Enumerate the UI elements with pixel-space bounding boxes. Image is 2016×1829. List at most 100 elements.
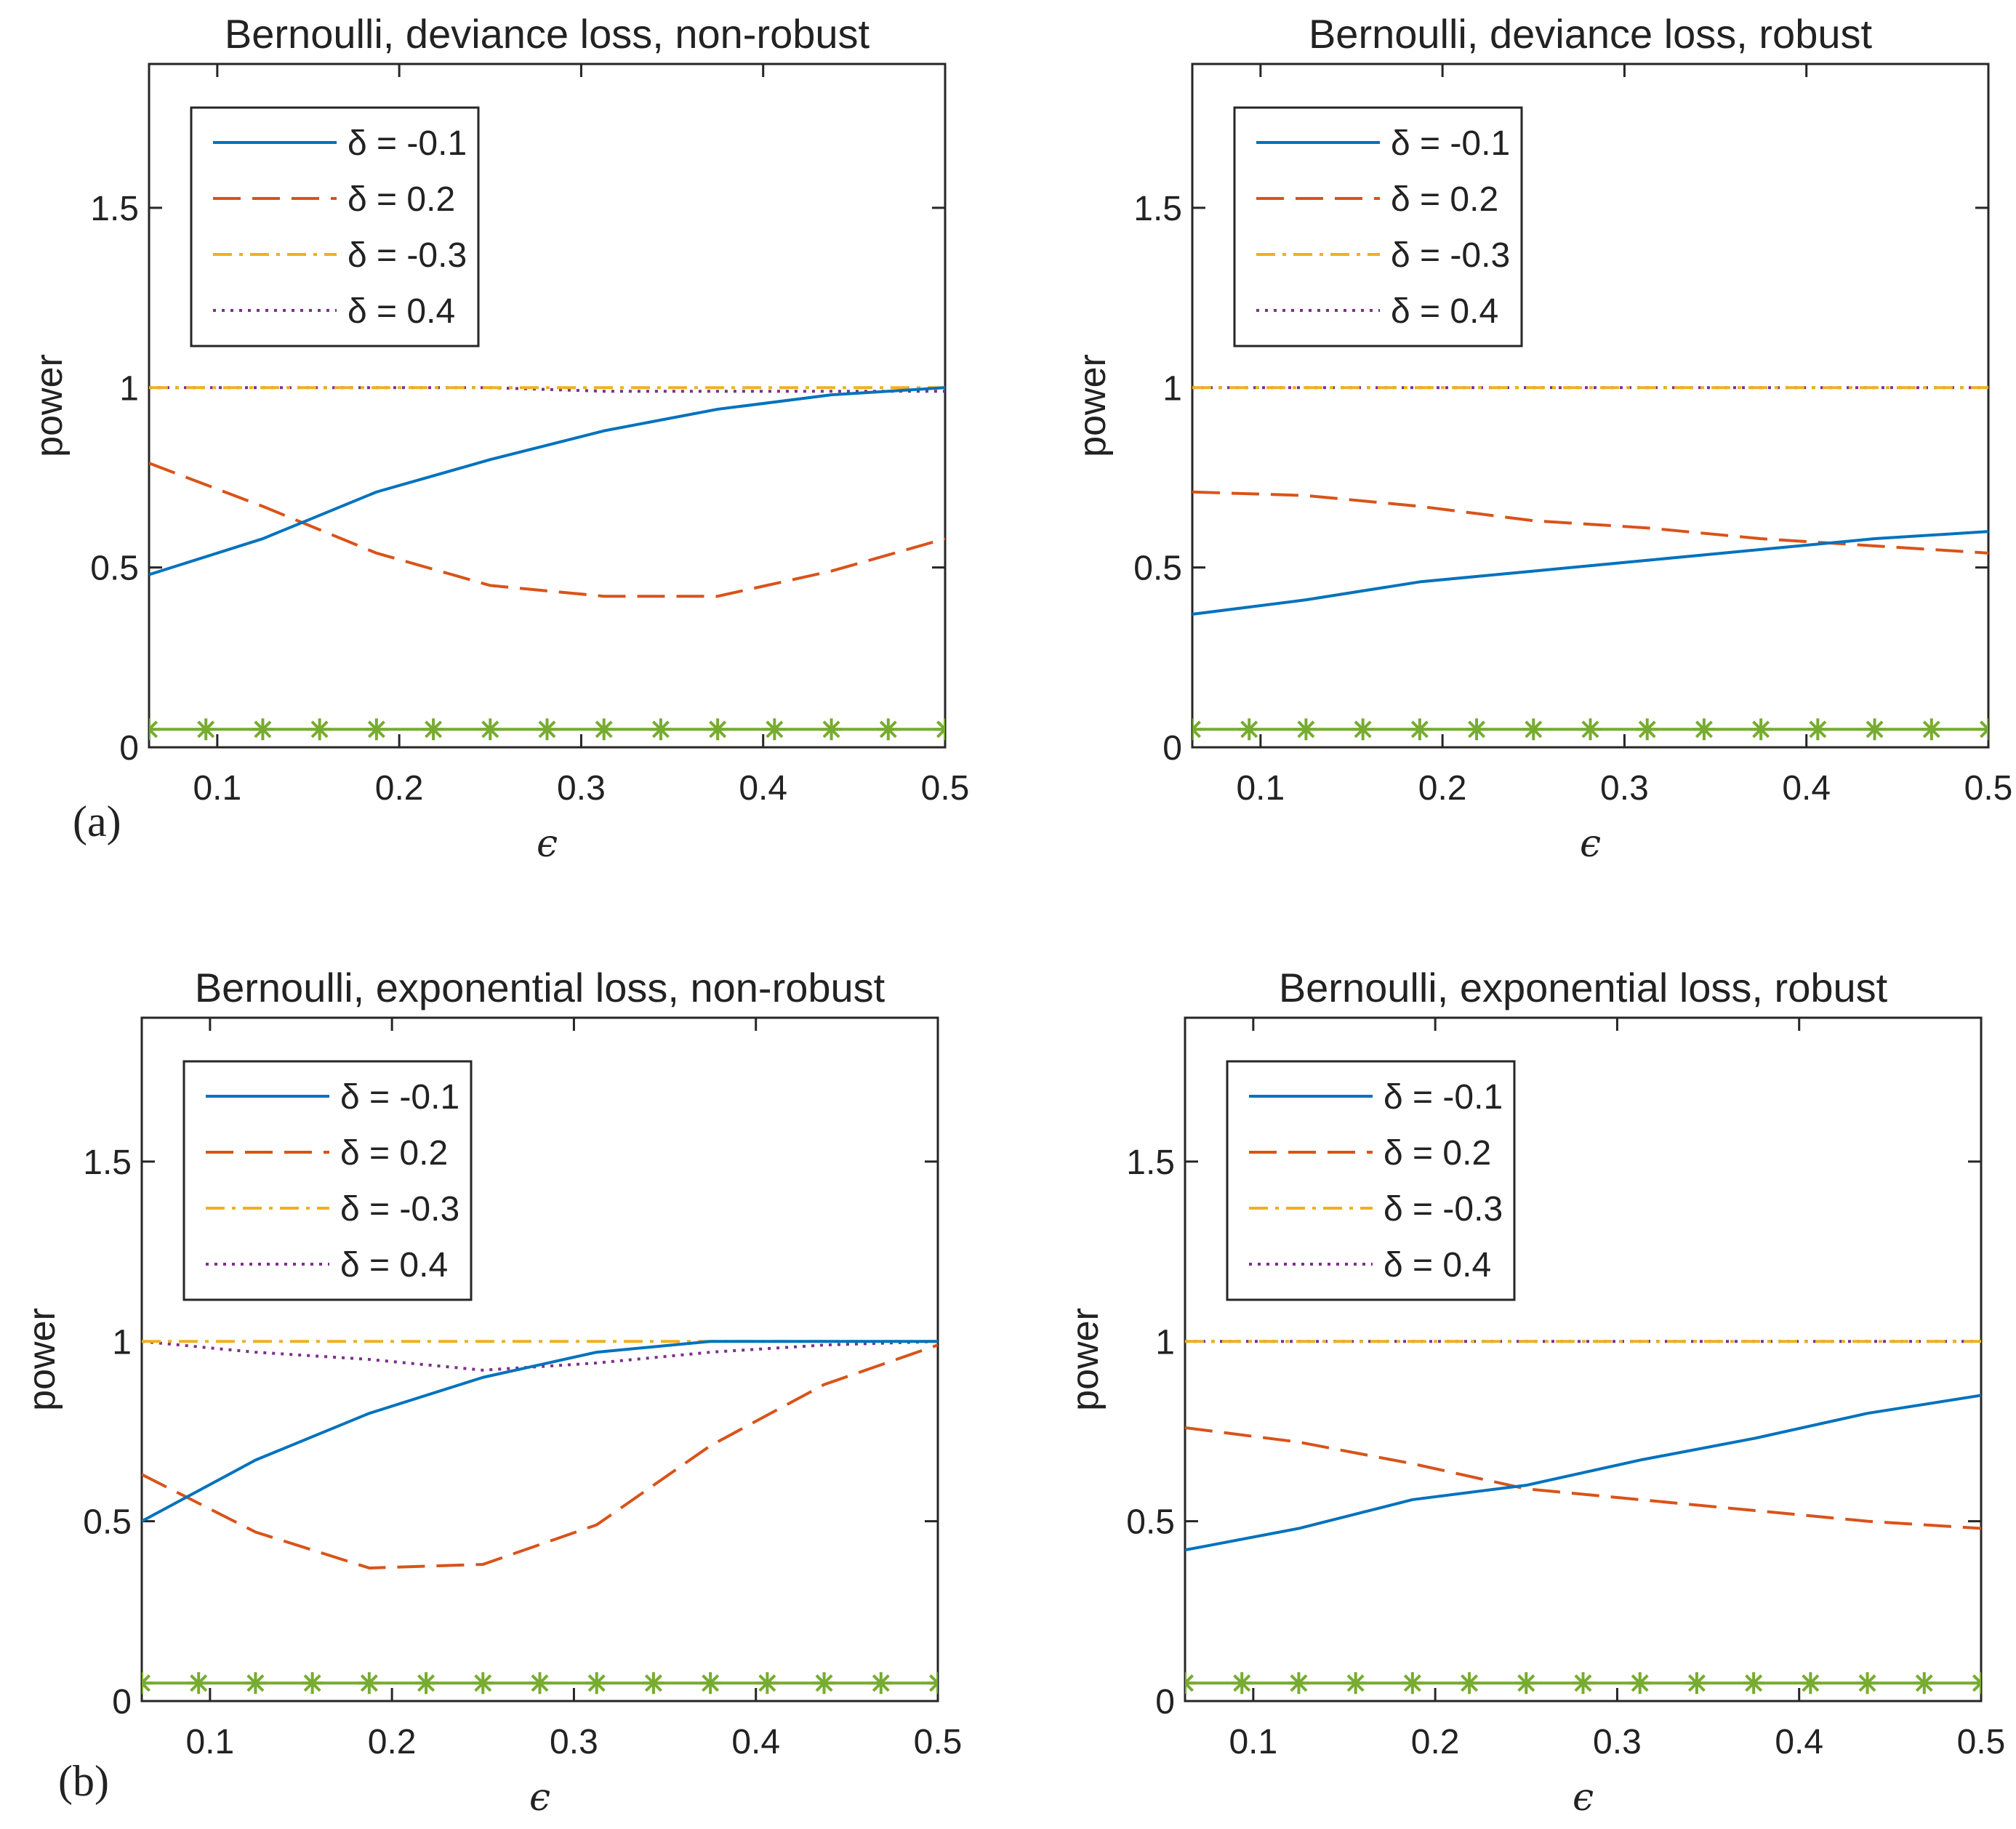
y-tick-label: 1.5: [90, 190, 139, 228]
baseline-marker: [1408, 718, 1431, 741]
baseline-marker: [479, 718, 502, 741]
chart-panel-1: Bernoulli, deviance loss, non-robust 0 0.5…: [28, 11, 969, 866]
chart-panel-4: Bernoulli, exponential loss, robust 0 0.5 1…: [1064, 965, 2005, 1820]
legend: δ = -0.1 δ = 0.2 δ = -0.3 δ = 0.4: [1233, 106, 1523, 347]
x-tick-label: 0.1: [185, 1723, 234, 1761]
x-tick-label: 0.3: [1600, 769, 1649, 808]
chart-panel-2: Bernoulli, deviance loss, robust 0 0.5 1 1.5…: [1072, 11, 2012, 866]
y-tick-label: 0.5: [1133, 550, 1182, 588]
legend-entry: δ = 0.2: [340, 1134, 448, 1173]
baseline-marker: [1192, 718, 1203, 741]
x-tick-label: 0.1: [193, 769, 241, 808]
y-axis-label: power: [28, 354, 71, 457]
x-tick-label: 0.3: [1593, 1723, 1642, 1761]
baseline-marker: [1352, 718, 1374, 741]
baseline-marker: [1579, 718, 1602, 741]
baseline-marker: [649, 718, 672, 741]
data-layer: [1185, 1340, 1981, 1695]
baseline-marker: [301, 1672, 324, 1695]
plot-area-frame: [1184, 1016, 1983, 1703]
series-line-solid: [1185, 1394, 1981, 1552]
baseline-marker: [1750, 718, 1772, 741]
y-tick-label: 0.5: [90, 550, 139, 588]
legend-entry: δ = -0.1: [1391, 124, 1510, 163]
baseline-marker: [642, 1672, 664, 1695]
baseline-marker: [195, 718, 217, 741]
y-tick-label: 0: [112, 1683, 132, 1721]
baseline-marker: [1522, 718, 1545, 741]
baseline-marker: [149, 718, 160, 741]
baseline-marker: [877, 718, 899, 741]
x-tick-label: 0.4: [731, 1723, 780, 1761]
plot-area-frame: [140, 1016, 939, 1703]
baseline-marker: [756, 1672, 779, 1695]
baseline-marker: [1692, 718, 1715, 741]
baseline-marker: [585, 1672, 608, 1695]
baseline-marker: [308, 718, 331, 741]
baseline-marker: [763, 718, 786, 741]
legend: δ = -0.1 δ = 0.2 δ = -0.3 δ = 0.4: [1226, 1060, 1516, 1301]
legend-box: [1233, 106, 1523, 347]
baseline-marker: [365, 718, 387, 741]
y-axis-label: power: [1072, 354, 1114, 457]
y-tick-label: 1.5: [83, 1143, 132, 1182]
panel-label-b: (b): [58, 1757, 109, 1805]
baseline-marker: [536, 718, 558, 741]
baseline-marker: [1458, 1672, 1481, 1695]
x-tick-label: 0.5: [1957, 1723, 2006, 1761]
data-layer: [1192, 386, 1988, 741]
legend-box: [1226, 1060, 1516, 1301]
legend: δ = -0.1 δ = 0.2 δ = -0.3 δ = 0.4: [190, 106, 480, 347]
baseline-marker: [1970, 1672, 1981, 1695]
baseline-marker: [1856, 1672, 1879, 1695]
y-tick-label: 1: [112, 1323, 132, 1362]
series-line-dashed: [149, 462, 945, 598]
baseline-marker: [699, 1672, 722, 1695]
x-axis-label: ϵ: [537, 822, 558, 866]
y-tick-label: 0.5: [1126, 1503, 1175, 1542]
legend-entry: δ = 0.4: [340, 1246, 448, 1285]
baseline-marker: [1185, 1672, 1196, 1695]
series-line-dashed: [1185, 1426, 1981, 1530]
legend-entry: δ = 0.4: [348, 292, 455, 331]
x-tick-label: 0.4: [1775, 1723, 1823, 1761]
series-line-solid: [1192, 530, 1988, 616]
legend-box: [190, 106, 480, 347]
series-line-dashed: [142, 1343, 938, 1569]
x-axis-label: ϵ: [529, 1776, 550, 1820]
baseline-marker: [422, 718, 445, 741]
legend-entry: δ = -0.3: [348, 236, 467, 275]
baseline-marker: [1231, 1672, 1253, 1695]
legend-entry: δ = 0.4: [1391, 292, 1498, 331]
x-tick-label: 0.1: [1236, 769, 1285, 808]
panel-label-a: (a): [73, 797, 121, 845]
x-tick-label: 0.1: [1229, 1723, 1277, 1761]
series-line-dotted: [149, 386, 945, 393]
series-line-solid: [149, 386, 945, 576]
x-tick-label: 0.2: [1411, 1723, 1460, 1761]
baseline-marker: [142, 1672, 153, 1695]
y-tick-label: 0: [119, 729, 139, 768]
baseline-marker: [1685, 1672, 1708, 1695]
baseline-marker: [252, 718, 274, 741]
x-tick-label: 0.5: [1964, 769, 2013, 808]
y-tick-label: 1.5: [1133, 190, 1182, 228]
baseline-marker: [927, 1672, 938, 1695]
y-tick-label: 0: [1155, 1683, 1175, 1721]
baseline-marker: [1295, 718, 1317, 741]
baseline-marker: [1799, 1672, 1822, 1695]
legend-entry: δ = -0.3: [1391, 236, 1510, 275]
chart-title: Bernoulli, exponential loss, robust: [1279, 965, 1888, 1010]
baseline-marker: [1629, 1672, 1651, 1695]
baseline-marker: [1238, 718, 1261, 741]
legend-entry: δ = -0.1: [348, 124, 467, 163]
baseline-marker: [1913, 1672, 1935, 1695]
legend-entry: δ = -0.3: [1384, 1190, 1503, 1229]
x-axis-label: ϵ: [1573, 1776, 1594, 1820]
x-tick-label: 0.5: [921, 769, 970, 808]
baseline-marker: [1636, 718, 1658, 741]
y-axis-label: power: [1064, 1308, 1107, 1411]
baseline-marker: [870, 1672, 892, 1695]
x-tick-label: 0.5: [914, 1723, 963, 1761]
